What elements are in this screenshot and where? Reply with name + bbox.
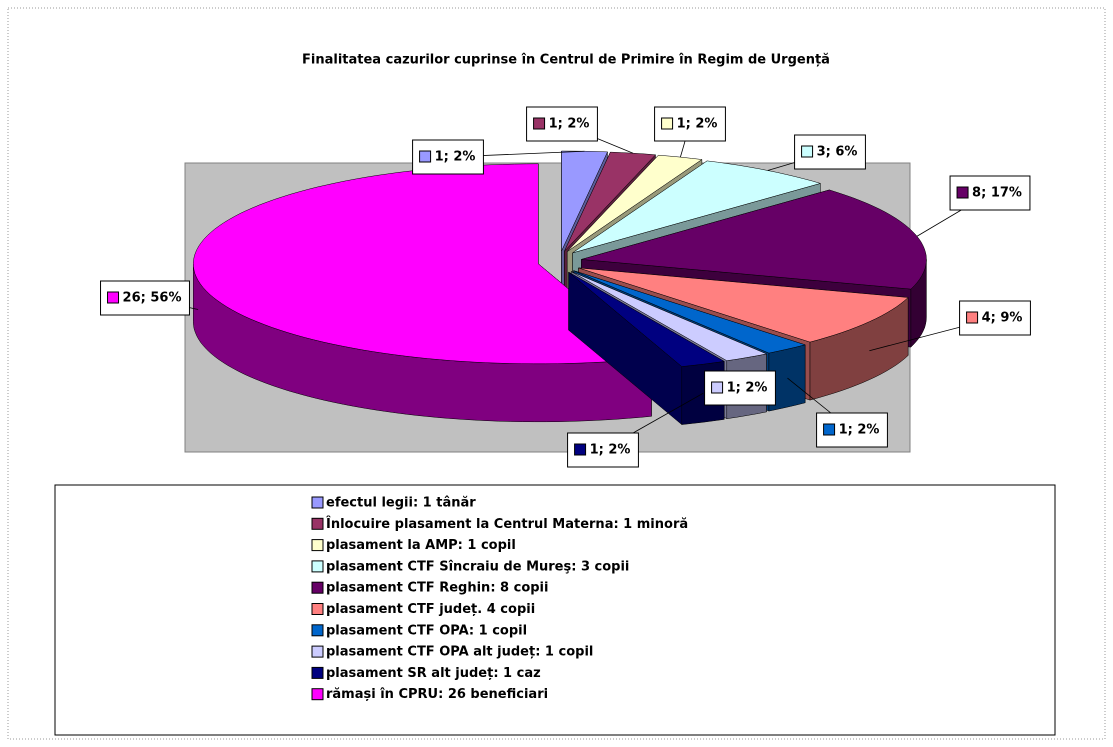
legend-key bbox=[311, 603, 324, 615]
slice bbox=[571, 271, 768, 361]
data-label-key bbox=[419, 150, 432, 163]
data-label: 1; 2% bbox=[677, 117, 718, 132]
legend-label: plasament CTF OPA alt județ: 1 copil bbox=[326, 645, 593, 660]
legend-label: plasament CTF OPA: 1 copil bbox=[326, 623, 527, 638]
data-label-key bbox=[107, 291, 120, 304]
data-label-box bbox=[794, 134, 866, 170]
legend-key bbox=[311, 560, 324, 573]
data-label-key bbox=[711, 381, 724, 394]
data-label: 26; 56% bbox=[123, 291, 182, 306]
data-label: 1; 2% bbox=[435, 150, 476, 165]
slice bbox=[573, 270, 807, 354]
data-label-key bbox=[533, 117, 546, 130]
outer-border bbox=[7, 7, 1106, 740]
legend-key bbox=[311, 645, 324, 658]
data-label: 1; 2% bbox=[590, 443, 631, 458]
legend-label: efectul legii: 1 tânăr bbox=[326, 496, 476, 511]
data-label-key bbox=[966, 311, 979, 324]
legend bbox=[54, 484, 1056, 736]
data-label-key bbox=[823, 423, 836, 436]
legend-key bbox=[311, 624, 324, 637]
chart-title: Finalitatea cazurilor cuprinse în Centru… bbox=[302, 53, 830, 68]
slice bbox=[572, 160, 822, 254]
data-label: 3; 6% bbox=[817, 145, 858, 160]
legend-label: Înlocuire plasament la Centrul Materna: … bbox=[326, 516, 688, 532]
data-label-key bbox=[956, 186, 969, 199]
legend-label: plasament CTF Reghin: 8 copii bbox=[326, 581, 548, 596]
data-label-key bbox=[574, 443, 587, 456]
slice bbox=[568, 271, 725, 367]
data-label: 1; 2% bbox=[727, 381, 768, 396]
data-label: 8; 17% bbox=[972, 186, 1022, 201]
data-label: 1; 2% bbox=[839, 423, 880, 438]
legend-key bbox=[311, 666, 324, 679]
slice bbox=[578, 267, 909, 343]
legend-key bbox=[311, 539, 324, 552]
legend-label: plasament SR alt județ: 1 caz bbox=[326, 666, 541, 681]
legend-label: plasament CTF județ. 4 copii bbox=[326, 602, 535, 617]
legend-label: plasament CTF Sîncraiu de Mureş: 3 copii bbox=[326, 559, 629, 574]
legend-key bbox=[311, 581, 324, 594]
slice bbox=[193, 163, 653, 365]
data-label-key bbox=[801, 145, 814, 158]
legend-key bbox=[311, 688, 324, 701]
data-label: 4; 9% bbox=[982, 311, 1023, 326]
legend-label: rămași în CPRU: 26 beneficiari bbox=[326, 687, 548, 702]
legend-key bbox=[311, 517, 324, 530]
data-label-key bbox=[661, 117, 674, 130]
legend-key bbox=[311, 496, 324, 509]
data-label: 1; 2% bbox=[549, 117, 590, 132]
legend-label: plasament la AMP: 1 copil bbox=[326, 538, 516, 553]
slice bbox=[581, 189, 927, 290]
